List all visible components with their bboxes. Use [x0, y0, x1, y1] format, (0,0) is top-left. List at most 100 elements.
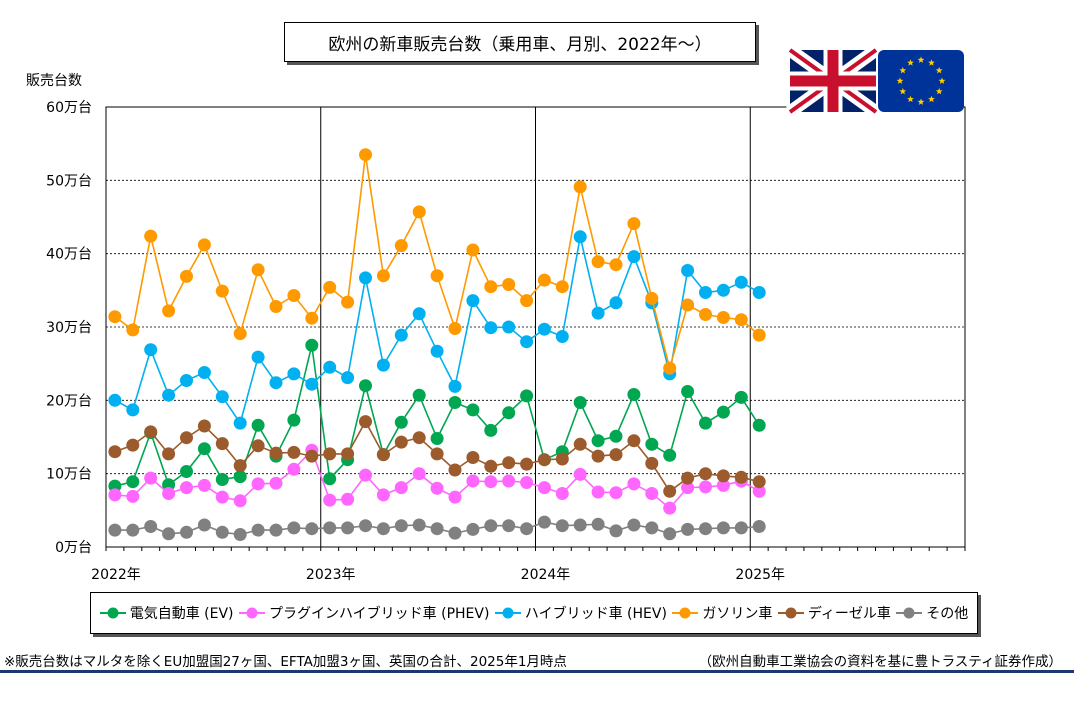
data-point [359, 148, 372, 162]
data-point [376, 522, 390, 536]
data-point [233, 470, 247, 484]
data-point [359, 519, 372, 533]
data-point [323, 472, 337, 486]
data-point [681, 385, 695, 398]
eu-star [917, 98, 925, 105]
data-point [699, 416, 712, 430]
data-point [359, 415, 372, 429]
data-point [215, 525, 229, 539]
data-point [197, 478, 211, 492]
data-point [699, 522, 712, 536]
data-point [681, 481, 695, 495]
legend-item: ハイブリッド車 (HEV) [494, 603, 667, 623]
data-point [108, 393, 122, 407]
data-point [752, 286, 766, 299]
data-point [627, 217, 641, 231]
data-point [573, 396, 587, 409]
data-point [197, 442, 211, 456]
data-point [287, 521, 301, 535]
legend-label: 電気自動車 (EV) [129, 606, 234, 622]
data-point [412, 307, 426, 321]
data-point [126, 475, 140, 489]
data-point [197, 518, 211, 532]
data-point [716, 521, 730, 535]
data-point [215, 437, 229, 451]
data-point [484, 519, 498, 533]
data-point [359, 468, 372, 482]
data-point [537, 322, 551, 336]
data-point [609, 296, 623, 310]
data-point [180, 269, 193, 283]
data-point [502, 406, 516, 420]
legend-swatch [494, 607, 521, 619]
data-point [591, 485, 605, 499]
y-tick-label: 30万台 [46, 320, 92, 336]
data-point [323, 360, 337, 374]
series-2 [108, 230, 766, 430]
data-point [734, 313, 748, 327]
data-point [162, 487, 176, 500]
data-point [162, 304, 176, 318]
data-point [681, 471, 695, 485]
data-point [341, 447, 355, 461]
legend-label: ハイブリッド車 (HEV) [524, 606, 667, 622]
data-point [126, 323, 140, 337]
data-point [108, 445, 122, 459]
data-point [233, 327, 247, 341]
data-point [108, 310, 122, 324]
data-point [609, 448, 623, 462]
data-point [591, 449, 605, 463]
eu-star [907, 59, 914, 66]
data-point [663, 501, 677, 515]
data-point [126, 523, 140, 537]
grid-lines [106, 107, 965, 547]
data-point [699, 308, 712, 321]
data-point [180, 465, 193, 478]
data-point [537, 273, 551, 287]
data-point [412, 467, 426, 481]
data-point [502, 474, 516, 488]
data-point [323, 447, 337, 461]
data-point [573, 467, 587, 481]
data-point [699, 467, 712, 481]
data-point [180, 525, 193, 539]
data-point [144, 425, 158, 439]
data-point [305, 311, 319, 325]
legend-item: 電気自動車 (EV) [99, 603, 234, 623]
data-point [341, 295, 355, 309]
data-point [752, 328, 766, 342]
data-point [716, 469, 730, 483]
data-point [323, 521, 337, 535]
y-tick-label: 50万台 [46, 173, 92, 189]
data-point [466, 243, 480, 257]
data-point [573, 518, 587, 532]
data-point [627, 388, 641, 401]
data-point [448, 526, 462, 540]
data-point [573, 230, 587, 244]
data-point [162, 527, 176, 541]
data-point [716, 283, 730, 297]
eu-star [907, 95, 914, 103]
series-0 [108, 338, 766, 493]
data-point [752, 520, 766, 533]
data-point [716, 478, 730, 492]
data-point [394, 481, 408, 495]
data-point [376, 358, 390, 372]
data-point [502, 519, 516, 533]
data-point [520, 457, 534, 471]
legend-swatch [672, 607, 699, 619]
uk-flag [786, 44, 880, 118]
axes: 0万台 10万台 20万台 30万台 40万台 50万台 60万台 2022年 2023年 202… [46, 100, 966, 583]
source-note: （欧州自動車工業協会の資料を基に豊トラスティ証券作成） [698, 654, 1062, 670]
legend: 電気自動車 (EV) プラグインハイブリッド車 (PHEV) ハイブリッド車 (HE… [90, 592, 978, 634]
data-point [269, 523, 283, 537]
data-point [305, 449, 319, 463]
legend-item: ディーゼル車 [777, 603, 891, 623]
data-point [520, 389, 534, 403]
eu-star [938, 77, 946, 84]
data-point [645, 487, 659, 500]
eu-star [899, 66, 907, 74]
data-point [430, 269, 444, 283]
data-point [591, 306, 605, 320]
data-point [215, 390, 229, 404]
